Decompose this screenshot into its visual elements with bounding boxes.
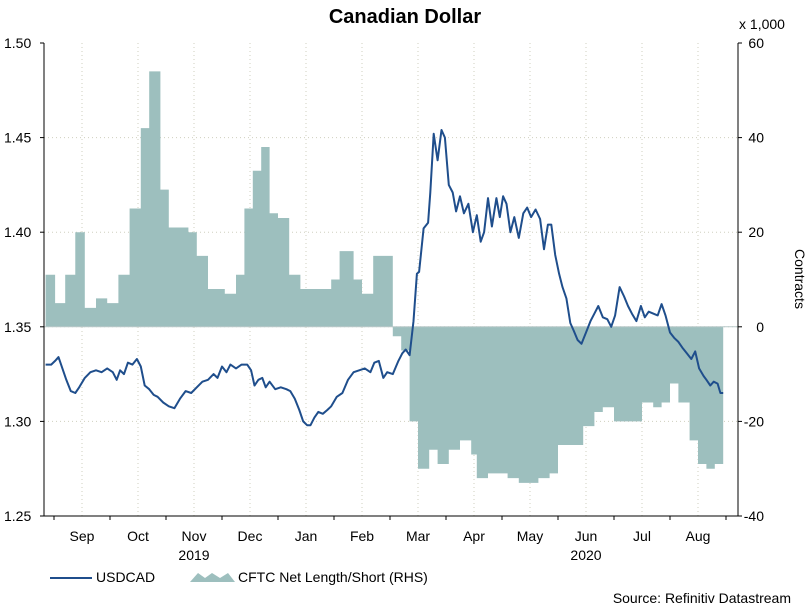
x-axis-ticks: Sep Oct Nov Dec Jan Feb Mar Apr May Jun Jul Aug 2019… xyxy=(53,516,727,563)
right-tick-label: 60 xyxy=(748,35,764,51)
chart-title: Canadian Dollar xyxy=(329,6,481,28)
month-label-may: May xyxy=(517,528,543,544)
month-label-dec: Dec xyxy=(238,528,263,544)
usdcad-line-series xyxy=(45,129,724,427)
left-tick-label: 1.35 xyxy=(4,319,31,335)
right-tick-label: 0 xyxy=(756,319,764,335)
plot-frame xyxy=(43,43,739,517)
source-label: Source: Refinitiv Datastream xyxy=(613,590,791,606)
cftc-area xyxy=(45,71,724,483)
usdcad-line xyxy=(45,129,724,427)
month-label-jul: Jul xyxy=(633,528,651,544)
right-axis-ticks: -40 -20 0 20 40 60 xyxy=(738,35,764,524)
legend-cftc-label: CFTC Net Length/Short (RHS) xyxy=(238,569,428,585)
month-label-jan: Jan xyxy=(295,528,318,544)
right-tick-label: 20 xyxy=(748,224,764,240)
month-label-oct: Oct xyxy=(127,528,149,544)
month-label-mar: Mar xyxy=(406,528,430,544)
month-label-apr: Apr xyxy=(463,528,485,544)
left-axis-ticks: 1.25 1.30 1.35 1.40 1.45 1.50 xyxy=(4,35,44,524)
right-tick-label: -20 xyxy=(744,413,764,429)
legend-usdcad-label: USDCAD xyxy=(96,569,155,585)
left-tick-label: 1.25 xyxy=(4,508,31,524)
cftc-area-series xyxy=(45,71,724,483)
month-label-aug: Aug xyxy=(686,528,711,544)
left-tick-label: 1.30 xyxy=(4,413,31,429)
year-label-2020: 2020 xyxy=(570,547,601,563)
right-axis-label: Contracts xyxy=(792,249,808,309)
legend: USDCAD CFTC Net Length/Short (RHS) xyxy=(50,569,428,585)
right-tick-label: -40 xyxy=(744,508,764,524)
left-tick-label: 1.40 xyxy=(4,224,31,240)
left-tick-label: 1.50 xyxy=(4,35,31,51)
legend-cftc-swatch xyxy=(190,573,235,582)
year-label-2019: 2019 xyxy=(178,547,209,563)
month-label-feb: Feb xyxy=(350,528,374,544)
month-label-nov: Nov xyxy=(182,528,207,544)
right-axis-multiplier: x 1,000 xyxy=(739,16,785,32)
right-tick-label: 40 xyxy=(748,130,764,146)
left-tick-label: 1.45 xyxy=(4,130,31,146)
month-label-sep: Sep xyxy=(70,528,95,544)
month-label-jun: Jun xyxy=(575,528,598,544)
